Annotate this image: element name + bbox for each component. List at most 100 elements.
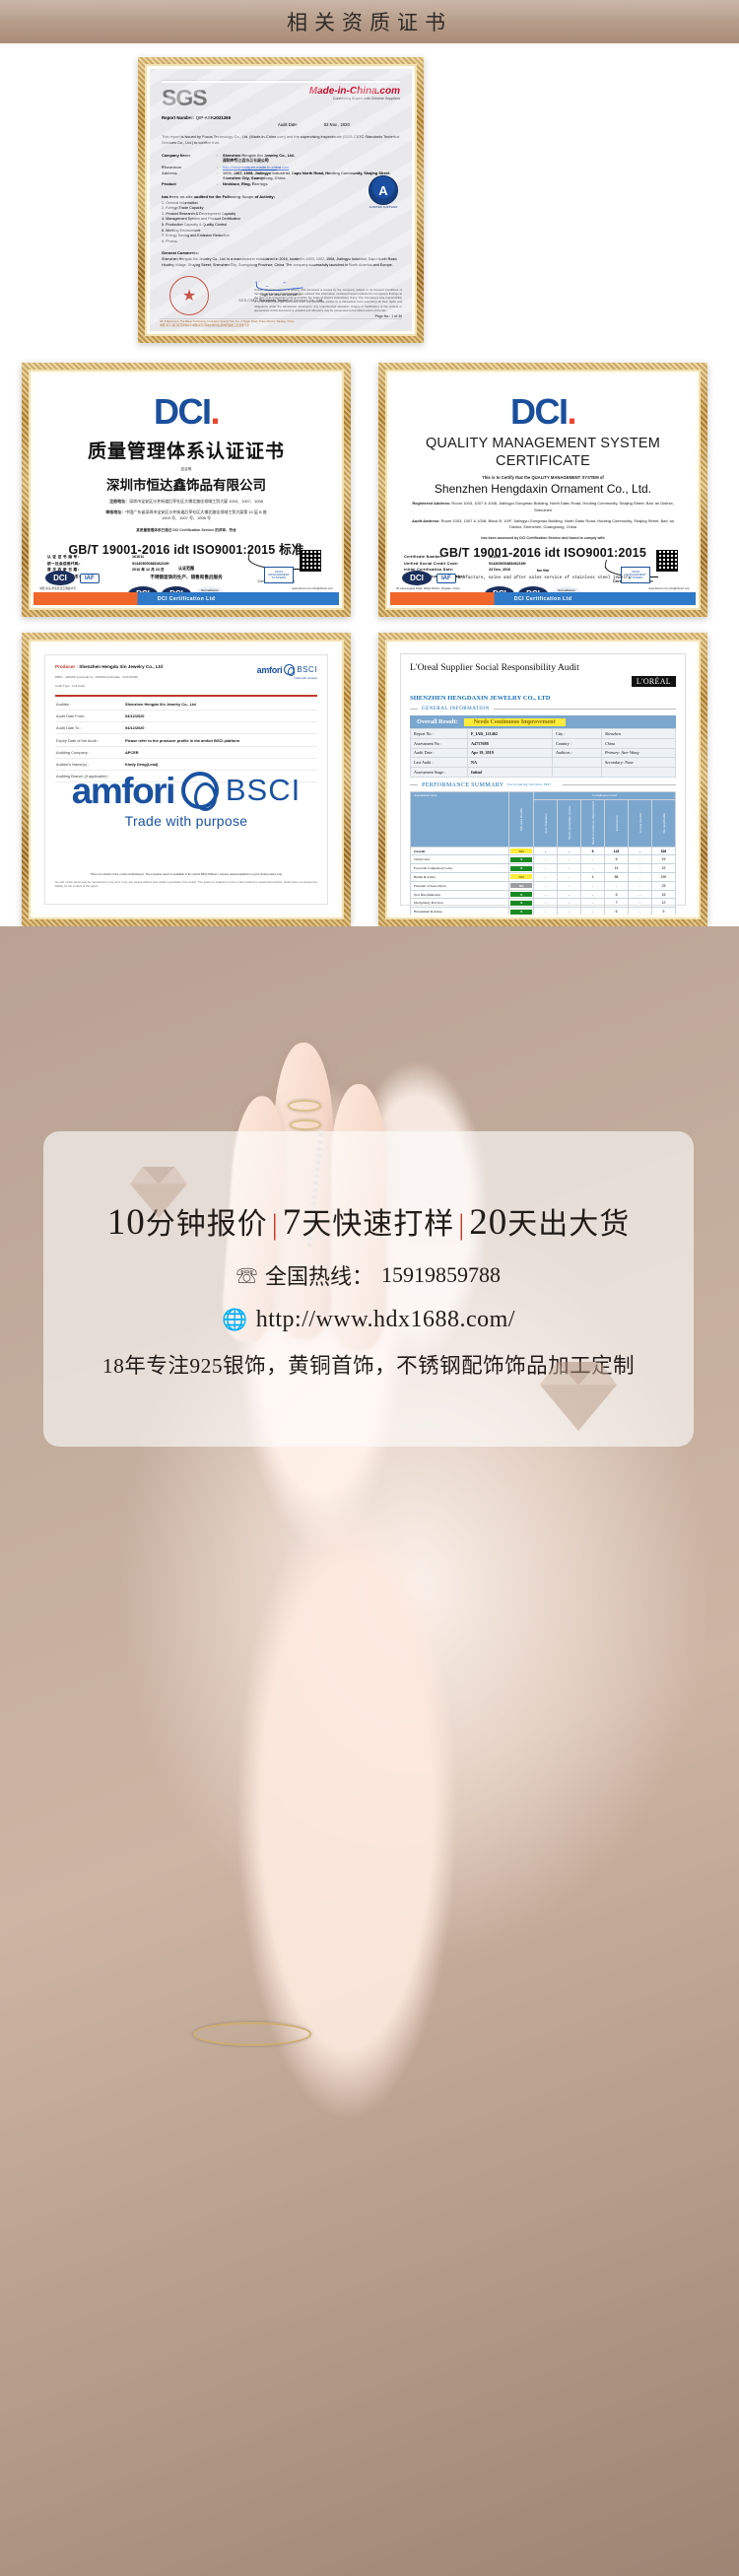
amfori-big-bsci: BSCI	[225, 773, 302, 807]
status-badge: S	[510, 892, 533, 897]
dci-logo: DCI.	[46, 394, 326, 430]
col-access-denied: Access Denied	[628, 798, 652, 847]
sgs-footer-address-cn: 中国·南京·浦口区天津路4号中国(南京)科技创新创业基地研发楼三层及地下室	[160, 324, 250, 327]
loreal-inner: L'Oreal Supplier Social Responsibility A…	[400, 653, 686, 915]
promo-hotline[interactable]: ☏ 全国热线： 15919859788	[236, 1259, 501, 1291]
table-row: Forced & Compulsory Labor S - - -14-22	[409, 863, 676, 874]
amfori-value: Shenzhen Hengda Xin Jewelry Co., Ltd	[124, 698, 317, 712]
loreal-brand-logo: L'ORÉAL	[631, 676, 676, 687]
loreal-overall-label: Overall Result:	[417, 718, 458, 725]
meta-label: 首 次 改 册 日 期：	[47, 568, 82, 573]
red-seal-stamp	[169, 276, 209, 315]
row-count-cell: -	[533, 872, 559, 882]
page-header: 相关资质证书	[0, 0, 739, 43]
row-sub-area-result: S	[508, 863, 535, 874]
dci-cn-body: DCI. 质量管理体系认证证书 兹证明 深圳市恒达鑫饰品有限公司 注册地址：深圳…	[34, 374, 339, 580]
sgs-field-value: Necklace, Ring, Earrings	[223, 181, 268, 187]
sgs-fields-table: Company Name : Shenzhen Hengda Xin Jewel…	[162, 152, 400, 187]
sgs-footer-address-en: 3/F & Basement, The Bauer Technology Inc…	[160, 320, 295, 323]
row-count-cell: -	[533, 907, 559, 915]
sgs-paper: SGS Made-in-China.com Connecting Buyers …	[150, 69, 412, 331]
row-assessment-area: Harassment & Abuse	[409, 907, 510, 915]
row-count-cell: -	[533, 889, 559, 900]
amfori-big-word: amfori	[71, 770, 176, 811]
info-value: F_IAR_121462	[467, 728, 553, 739]
dci-cn-frame-inner: DCI. 质量管理体系认证证书 兹证明 深圳市恒达鑫饰品有限公司 注册地址：深圳…	[29, 370, 344, 610]
sgs-colon: :	[217, 164, 219, 169]
row-count-cell: -	[557, 854, 582, 865]
promo-num-3: 20	[469, 1201, 508, 1243]
loreal-company: SHENZHEN HENGDAXIN JEWELRY CO., LTD	[410, 695, 551, 702]
dci-en-ribbon	[390, 374, 696, 414]
dci-certificate-english[interactable]: DCI. QUALITY MANAGEMENT SYSTEM CERTIFICA…	[378, 363, 707, 617]
table-row: 统一社会信用代码： 91440300088346216H	[47, 561, 259, 567]
status-badge: NA	[510, 883, 533, 889]
row-count-cell: -	[580, 907, 606, 915]
meta-label: Unified Social Credit Code:	[404, 561, 459, 566]
dci-cn-accreditation-marks: DCI IAF	[45, 571, 100, 585]
dci-logo-text: DCI	[509, 391, 569, 432]
col-needs-continuous-improvement: Needs Continuous Improvement	[580, 798, 606, 847]
row-count-cell: -	[628, 863, 652, 874]
table-row: Product : Necklace, Ring, Earrings	[162, 181, 400, 187]
sgs-sign-line1: Sign for and on behalf of	[260, 293, 302, 298]
section-dash-left	[410, 708, 418, 710]
promo-text-3: 天出大货	[507, 1207, 631, 1241]
amfori-key: Expiry Date of the Audit :	[55, 733, 124, 747]
finger-ring-1	[288, 1100, 321, 1112]
amfori-producer-name: Shenzhen Hengda Xin Jewelry Co., Ltd	[79, 664, 164, 669]
dci-en-standard: GB/T 19001-2016 idt ISO9001:2015	[439, 546, 646, 561]
amfori-meta-line2: Audit Type : Full Audit	[55, 683, 85, 688]
amfori-meta-line1: DBID - 406165 and Audit Id - 158108 Audi…	[55, 674, 138, 679]
sgs-colon: :	[217, 170, 219, 176]
row-count-cell: -	[557, 898, 582, 909]
sgs-scope-title: has been on-site audited for the Followi…	[162, 193, 275, 199]
dci-cn-title: 质量管理体系认证证书	[87, 441, 285, 462]
dci-cn-paper: DCI. 质量管理体系认证证书 兹证明 深圳市恒达鑫饰品有限公司 注册地址：深圳…	[34, 374, 339, 605]
sgs-page-number: Page No.: 1 of 30	[374, 314, 402, 319]
amfori-bsci-certificate[interactable]: Producer : Shenzhen Hengda Xin Jewelry C…	[22, 633, 351, 926]
wrist-bracelet	[193, 2022, 311, 2046]
table-row: Audit Date To : 04/12/2020	[55, 721, 317, 735]
dci-logo-text: DCI	[153, 391, 212, 432]
col-label: Access Denied	[638, 813, 642, 834]
mic-tagline: Connecting Buyers with Chinese Suppliers	[332, 96, 400, 101]
dci-cn-reg-label: 注册地址：	[109, 499, 130, 504]
table-head: Assessment Area Sub-area Results Complia…	[409, 790, 676, 847]
row-assessment-area: Child Labor	[409, 854, 510, 865]
row-count-cell: -	[533, 854, 559, 865]
col-sub-area-results: Sub-area Results	[508, 790, 535, 847]
info-key: Auditors :	[552, 747, 602, 759]
sgs-topline	[162, 80, 400, 83]
sgs-certificate[interactable]: SGS Made-in-China.com Connecting Buyers …	[138, 57, 424, 343]
dci-cn-certify-line: 兹证明	[180, 467, 192, 471]
amfori-producer-row: Producer : Shenzhen Hengda Xin Jewelry C…	[55, 664, 317, 688]
row-count-cell: -	[628, 872, 652, 882]
table-body: Overall NCI - -6 142-328 Child Labor S - - -6-15 F…	[409, 846, 676, 915]
promo-website[interactable]: 🌐 http://www.hdx1688.com/	[222, 1307, 515, 1333]
list-item: 8. Photos	[162, 238, 177, 243]
amfori-value	[124, 770, 317, 783]
row-count-cell: 12	[651, 898, 676, 909]
loreal-performance-label: PERFORMANCE SUMMARY	[422, 781, 504, 788]
diamond-icon-left	[130, 1167, 187, 1218]
dci-certificate-chinese[interactable]: DCI. 质量管理体系认证证书 兹证明 深圳市恒达鑫饰品有限公司 注册地址：深圳…	[22, 363, 351, 617]
meta-value: 91440300088346216H	[489, 561, 526, 566]
row-count-cell: -	[557, 846, 582, 856]
status-badge: NCI	[510, 874, 533, 880]
sgs-showroom-link[interactable]: http://hdxjewelry.en.made-in-china.com	[223, 164, 290, 169]
row-sub-area-result: S	[508, 854, 535, 865]
row-count-cell: -	[533, 898, 559, 909]
amfori-details-table: Auditee : Shenzhen Hengda Xin Jewelry Co…	[55, 698, 317, 783]
table-row: Disciplinary Practices S - - -7-12	[409, 898, 676, 909]
row-assessment-area: Disciplinary Practices	[409, 898, 510, 909]
amfori-logo-small: amfori BSCI Trade with purpose	[257, 664, 317, 680]
info-key: City :	[552, 728, 602, 739]
info-key: Assessment No :	[410, 737, 468, 749]
dci-en-reg-label: Registered Address:	[412, 501, 451, 507]
row-count-cell: -	[580, 854, 606, 865]
promo-headline: 10分钟报价 | 7天快速打样 | 20天出大货	[107, 1199, 631, 1244]
loreal-audit-certificate[interactable]: L'Oreal Supplier Social Responsibility A…	[378, 633, 707, 926]
dci-en-footer: DCI Certification Ltd	[390, 592, 696, 605]
table-row: Zero Tolerance Needs Immediate Action Ne…	[411, 798, 676, 847]
